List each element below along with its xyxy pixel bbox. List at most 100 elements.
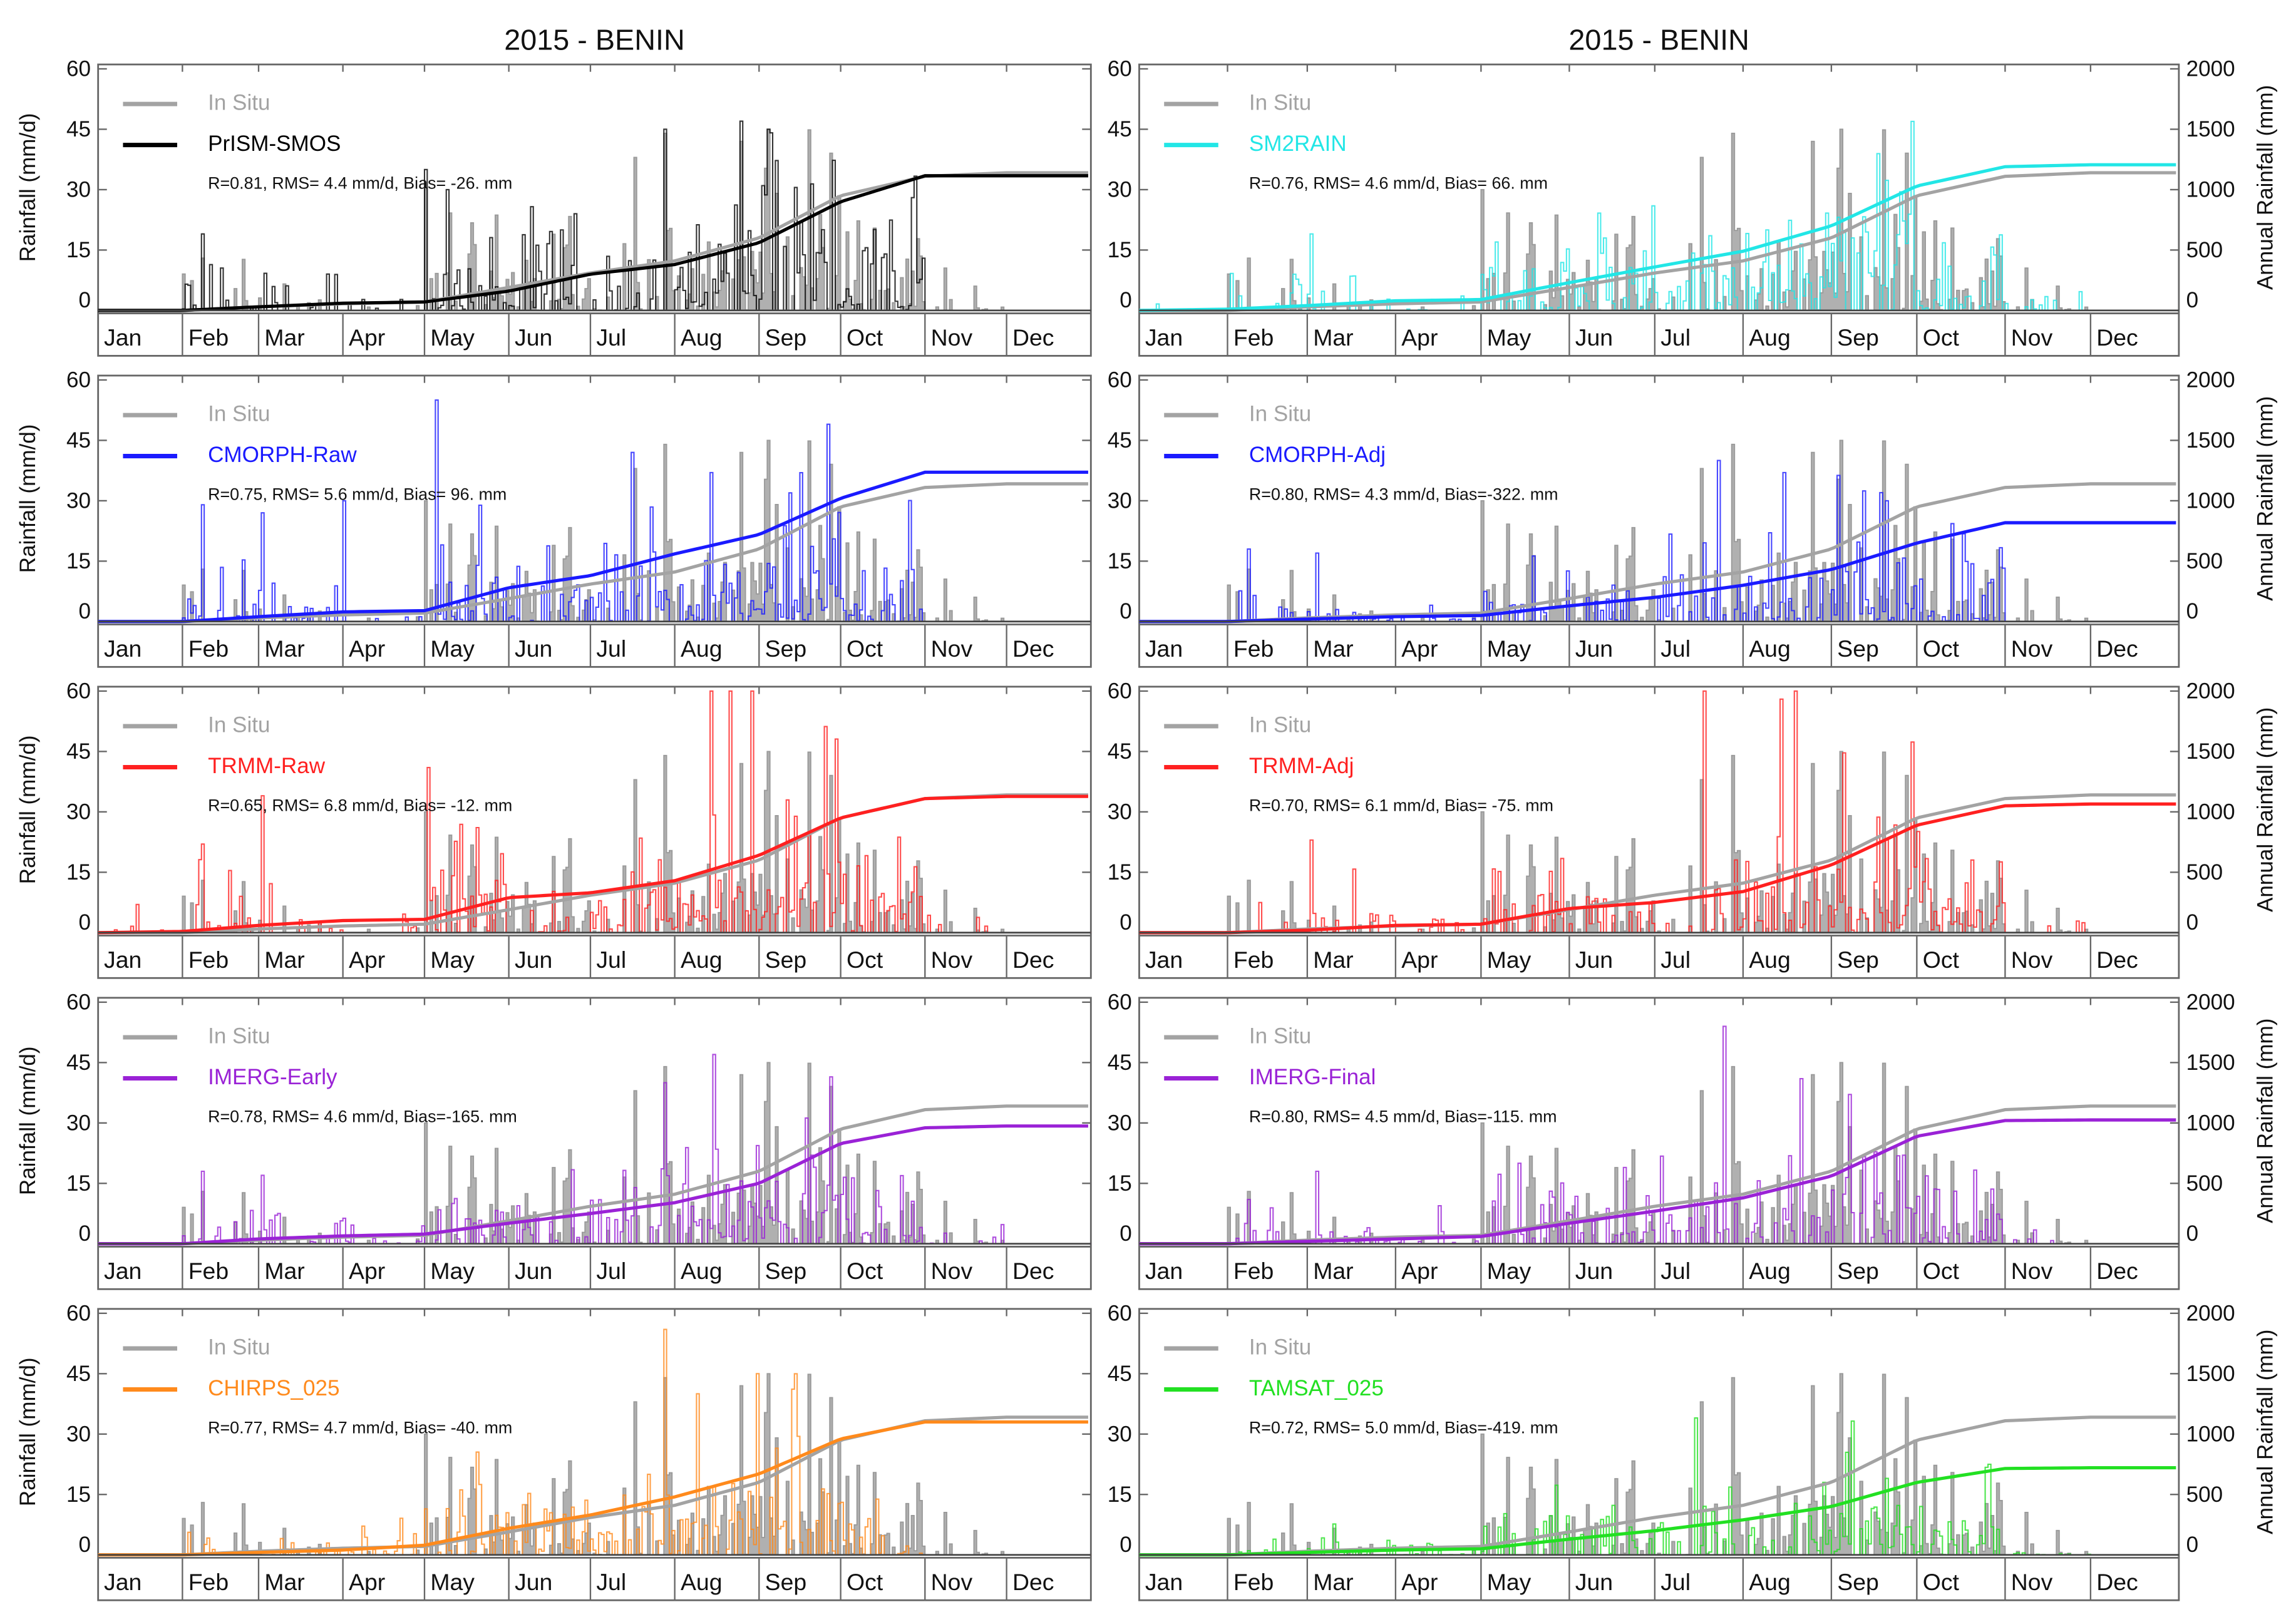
month-label: Aug [1749,635,1791,662]
month-label: Aug [681,947,723,973]
y-tick-label: 30 [66,178,91,202]
month-label: May [1487,324,1532,351]
month-label: Apr [1401,324,1438,351]
month-label: Jul [596,1569,626,1595]
y-tick-label: 0 [1120,910,1132,935]
month-label: Mar [1313,324,1353,351]
y-tick-label: 45 [66,428,91,453]
month-label: Mar [264,1258,304,1284]
y-tick-label: 45 [1108,739,1132,764]
y-tick-label: 15 [66,549,91,573]
month-label: Feb [188,947,229,973]
y-tick-label: 45 [1108,117,1132,141]
month-label: Sep [765,324,807,351]
month-label: Dec [1012,1258,1054,1284]
month-label: Nov [931,324,973,351]
month-label: Nov [2011,1258,2053,1284]
month-label: Mar [1313,1569,1353,1595]
month-label: Dec [2096,635,2138,662]
month-label: Aug [681,324,723,351]
y-tick-label: 0 [1120,1532,1132,1557]
y-tick-label: 0 [78,1221,91,1246]
month-label: Apr [349,1569,385,1595]
month-label: Feb [1233,1569,1274,1595]
right-y-tick-label: 500 [2186,1482,2223,1507]
month-label: Oct [847,1258,883,1284]
month-label: Aug [681,1569,723,1595]
month-label: Jun [1575,324,1613,351]
month-label: May [1487,1258,1532,1284]
y-tick-label: 30 [66,1111,91,1136]
month-label: Jul [1660,324,1691,351]
month-label: Nov [2011,947,2053,973]
y-tick-label: 15 [66,1482,91,1507]
product-cumulative-line [98,174,1088,312]
stats-annotation: R=0.75, RMS= 5.6 mm/d, Bias= 96. mm [208,485,507,504]
month-label: Apr [349,635,385,662]
y-tick-label: 30 [1108,178,1132,202]
y-tick-label: 0 [1120,1221,1132,1246]
stats-annotation: R=0.77, RMS= 4.7 mm/d, Bias= -40. mm [208,1419,512,1437]
legend-label-product: SM2RAIN [1249,131,1347,156]
right-y-tick-label: 0 [2186,1221,2199,1246]
product-cumulative-line [1139,1118,2176,1246]
month-label: Jun [515,324,552,351]
legend-label-product: TRMM-Raw [208,754,326,778]
month-label: Jul [1660,947,1691,973]
month-label: Mar [1313,1258,1353,1284]
month-label: Aug [1749,1258,1791,1284]
product-cumulative-line [98,470,1088,624]
panel-tamsat-025: Jan Feb Mar Apr May Jun Jul Aug Sep Oct Nov Dec 0 15 3… [1108,1301,2278,1601]
panel-prism-smos: Jan Feb Mar Apr May Jun Jul Aug Sep Oct Nov Dec 0 15 3… [16,57,1092,357]
month-label: Nov [2011,635,2053,662]
right-y-tick-label: 2000 [2186,679,2235,704]
month-label: Oct [1923,1569,1960,1595]
product-cumulative-line [1139,802,2176,935]
month-label: Jul [596,947,626,973]
right-y-tick-label: 0 [2186,910,2199,935]
month-label: Jul [1660,1569,1691,1595]
y-tick-label: 0 [78,910,91,935]
y-tick-label: 60 [66,679,91,704]
y-tick-label: 60 [66,990,91,1015]
month-label: Jun [515,1569,552,1595]
legend-label-in-situ: In Situ [208,401,270,426]
panel-trmm-raw: Jan Feb Mar Apr May Jun Jul Aug Sep Oct Nov Dec 0 15 3… [16,679,1092,979]
month-label: Dec [2096,1569,2138,1595]
month-label: Nov [2011,1569,2053,1595]
month-label: Jun [515,947,552,973]
legend-label-in-situ: In Situ [1249,1335,1311,1359]
month-label: Dec [2096,324,2138,351]
right-axis-label: Annual Rainfall (mm) [2253,707,2278,912]
y-tick-label: 15 [1108,1171,1132,1196]
month-label: Jun [1575,635,1613,662]
y-tick-label: 15 [1108,860,1132,885]
right-y-tick-label: 1500 [2186,1362,2235,1386]
y-tick-label: 0 [78,288,91,312]
y-tick-label: 60 [66,57,91,81]
month-label: Apr [349,1258,385,1284]
month-label: May [430,1258,475,1284]
month-label: Nov [931,635,973,662]
month-label: Apr [349,947,385,973]
stats-annotation: R=0.78, RMS= 4.6 mm/d, Bias=-165. mm [208,1107,517,1126]
month-label: Dec [1012,947,1054,973]
month-label: Oct [847,1569,883,1595]
month-label: Dec [2096,947,2138,973]
month-label: Mar [264,947,304,973]
stats-annotation: R=0.76, RMS= 4.6 mm/d, Bias= 66. mm [1249,174,1548,193]
month-label: Feb [188,1569,229,1595]
stats-annotation: R=0.80, RMS= 4.5 mm/d, Bias=-115. mm [1249,1107,1557,1126]
right-y-tick-label: 500 [2186,860,2223,885]
month-label: Jan [104,1569,142,1595]
legend-label-product: CMORPH-Raw [208,443,357,467]
month-label: Jan [104,324,142,351]
product-cumulative-line [98,1124,1088,1246]
legend-label-product: IMERG-Early [208,1065,337,1089]
month-label: Aug [681,1258,723,1284]
panel-cmorph-raw: Jan Feb Mar Apr May Jun Jul Aug Sep Oct Nov Dec 0 15 3… [16,368,1092,668]
month-label: Oct [1923,635,1960,662]
month-label: Feb [188,635,229,662]
right-y-tick-label: 500 [2186,1171,2223,1196]
